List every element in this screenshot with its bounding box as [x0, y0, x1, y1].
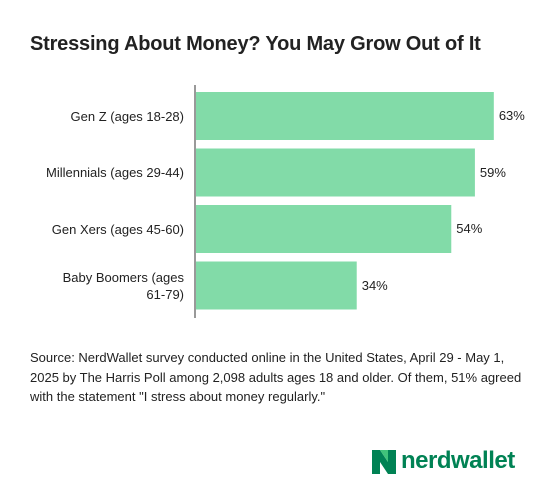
value-label: 34%	[361, 277, 388, 293]
nerdwallet-wordmark: nerdwallet	[401, 447, 515, 474]
category-label: Millennials (ages 29-44)	[45, 165, 184, 180]
nerdwallet-logo-icon	[372, 450, 396, 474]
nerdwallet-logo: nerdwallet	[371, 447, 515, 476]
value-label: 54%	[456, 221, 483, 236]
bar-2	[196, 148, 475, 197]
value-label: 59%	[479, 164, 506, 180]
bar-1	[196, 92, 494, 140]
category-label: Baby Boomers (ages 61-79)	[62, 269, 184, 302]
bar-chart	[194, 85, 494, 318]
category-label: Gen Z (ages 18-28)	[70, 108, 184, 124]
chart-title: Stressing About Money? You May Grow Out …	[30, 33, 481, 55]
bar-3	[196, 205, 452, 253]
source-note: Source: NerdWallet survey conducted onli…	[30, 350, 522, 404]
category-label: Gen Xers (ages 45-60)	[51, 221, 184, 237]
bar-4	[196, 261, 357, 310]
value-label: 63%	[498, 108, 525, 123]
